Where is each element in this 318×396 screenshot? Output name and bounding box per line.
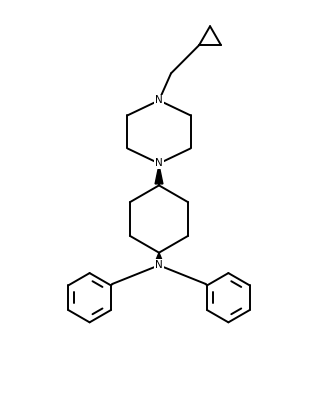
Polygon shape	[155, 165, 163, 184]
Text: N: N	[155, 95, 163, 105]
Text: N: N	[155, 158, 163, 168]
Polygon shape	[155, 253, 163, 262]
Text: N: N	[155, 260, 163, 270]
